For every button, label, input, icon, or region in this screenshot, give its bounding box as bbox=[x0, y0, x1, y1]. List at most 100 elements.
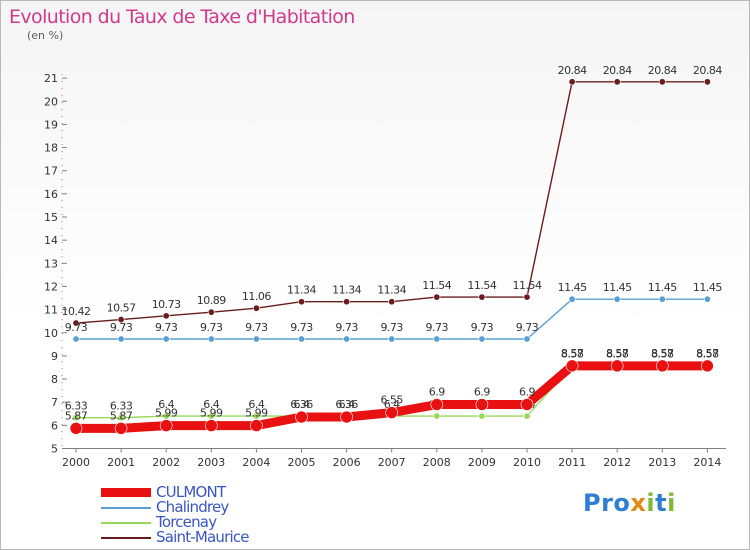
data-point-chalindrey bbox=[703, 295, 711, 303]
y-tick-label: 5 bbox=[51, 443, 58, 456]
data-label-saint-maurice: 10.89 bbox=[197, 294, 226, 307]
data-label-culmont: 8.57 bbox=[651, 347, 674, 360]
y-tick-label: 20 bbox=[44, 95, 58, 108]
data-label-torcenay: 6.33 bbox=[110, 400, 133, 413]
data-point-saint-maurice bbox=[72, 319, 80, 327]
y-tick-label: 15 bbox=[44, 211, 58, 224]
x-tick-label: 2007 bbox=[378, 456, 406, 469]
data-label-saint-maurice: 11.54 bbox=[513, 279, 542, 292]
data-label-culmont: 8.57 bbox=[696, 347, 719, 360]
y-tick-label: 11 bbox=[44, 304, 58, 317]
data-point-chalindrey bbox=[117, 335, 125, 343]
data-point-culmont bbox=[475, 398, 489, 411]
data-label-chalindrey: 9.73 bbox=[110, 321, 133, 334]
data-point-culmont bbox=[610, 359, 624, 373]
chart-title: Evolution du Taux de Taxe d'Habitation bbox=[9, 6, 355, 28]
data-label-torcenay: 8.58 bbox=[651, 348, 674, 361]
data-point-chalindrey bbox=[478, 335, 486, 343]
data-label-saint-maurice: 20.84 bbox=[558, 64, 587, 77]
y-tick-label: 7 bbox=[51, 396, 58, 409]
y-axis-unit: (en %) bbox=[27, 29, 64, 42]
data-label-culmont: 5.99 bbox=[200, 407, 223, 420]
data-label-saint-maurice: 11.34 bbox=[377, 284, 406, 297]
data-label-saint-maurice: 10.42 bbox=[62, 305, 91, 318]
data-label-saint-maurice: 11.34 bbox=[332, 284, 361, 297]
y-tick-label: 8 bbox=[51, 373, 58, 386]
data-label-saint-maurice: 20.84 bbox=[603, 64, 632, 77]
y-tick-label: 19 bbox=[44, 118, 58, 131]
x-tick-label: 2012 bbox=[603, 456, 631, 469]
data-point-saint-maurice bbox=[478, 293, 486, 301]
data-label-chalindrey: 9.73 bbox=[471, 321, 494, 334]
data-point-chalindrey bbox=[343, 335, 351, 343]
data-label-culmont: 5.87 bbox=[65, 409, 88, 422]
legend-swatch bbox=[101, 537, 151, 539]
data-point-chalindrey bbox=[568, 295, 576, 303]
x-tick-label: 2000 bbox=[62, 456, 90, 469]
x-tick-label: 2006 bbox=[333, 456, 361, 469]
x-tick-label: 2013 bbox=[648, 456, 676, 469]
data-point-saint-maurice bbox=[207, 308, 215, 316]
y-tick-label: 9 bbox=[51, 350, 58, 363]
data-label-torcenay: 8.58 bbox=[606, 348, 629, 361]
data-label-torcenay: 8.58 bbox=[561, 348, 584, 361]
data-label-saint-maurice: 20.84 bbox=[693, 64, 722, 77]
data-label-saint-maurice: 11.06 bbox=[242, 290, 271, 303]
y-tick-label: 10 bbox=[44, 327, 58, 340]
data-point-culmont bbox=[430, 398, 444, 411]
data-label-chalindrey: 9.73 bbox=[155, 321, 178, 334]
data-label-saint-maurice: 20.84 bbox=[648, 64, 677, 77]
data-point-saint-maurice bbox=[252, 304, 260, 312]
data-point-torcenay bbox=[523, 412, 531, 420]
legend-label: Torcenay bbox=[156, 513, 217, 531]
data-label-torcenay: 6.4 bbox=[158, 398, 174, 411]
data-label-saint-maurice: 10.57 bbox=[107, 302, 136, 315]
legend-swatch bbox=[101, 522, 151, 524]
data-point-culmont bbox=[250, 419, 263, 432]
data-label-culmont: 5.99 bbox=[155, 407, 178, 420]
data-point-saint-maurice bbox=[343, 298, 351, 306]
data-point-culmont bbox=[655, 359, 669, 373]
data-point-chalindrey bbox=[297, 335, 305, 343]
data-label-torcenay: 6.4 bbox=[248, 398, 264, 411]
data-point-culmont bbox=[701, 359, 714, 373]
x-tick-label: 2005 bbox=[288, 456, 316, 469]
data-label-culmont: 6.36 bbox=[335, 398, 358, 411]
x-tick-label: 2011 bbox=[558, 456, 586, 469]
data-label-culmont: 8.57 bbox=[561, 347, 584, 360]
data-label-chalindrey: 9.73 bbox=[335, 321, 358, 334]
data-label-culmont: 6.55 bbox=[380, 394, 403, 407]
data-point-chalindrey bbox=[252, 335, 260, 343]
data-point-culmont bbox=[295, 410, 308, 424]
data-label-chalindrey: 11.45 bbox=[558, 281, 587, 294]
data-point-chalindrey bbox=[72, 335, 80, 343]
data-label-chalindrey: 11.45 bbox=[603, 281, 632, 294]
data-point-saint-maurice bbox=[433, 293, 441, 301]
y-tick-label: 12 bbox=[44, 280, 58, 293]
data-label-culmont: 5.87 bbox=[110, 409, 133, 422]
x-tick-label: 2001 bbox=[107, 456, 135, 469]
y-tick-label: 18 bbox=[44, 142, 58, 155]
data-label-culmont: 6.9 bbox=[429, 386, 445, 399]
data-point-saint-maurice bbox=[297, 298, 305, 306]
data-label-torcenay: 6.33 bbox=[65, 400, 88, 413]
x-tick-label: 2010 bbox=[513, 456, 541, 469]
data-label-chalindrey: 11.45 bbox=[648, 281, 677, 294]
data-point-saint-maurice bbox=[162, 312, 170, 320]
data-label-culmont: 5.99 bbox=[245, 407, 268, 420]
x-tick-label: 2004 bbox=[242, 456, 270, 469]
data-point-torcenay bbox=[72, 414, 80, 422]
data-point-saint-maurice bbox=[388, 298, 396, 306]
data-label-chalindrey: 9.73 bbox=[380, 321, 403, 334]
data-point-chalindrey bbox=[658, 295, 666, 303]
data-label-chalindrey: 9.73 bbox=[516, 321, 539, 334]
data-point-chalindrey bbox=[162, 335, 170, 343]
legend-label: Saint-Maurice bbox=[156, 528, 250, 546]
data-point-chalindrey bbox=[388, 335, 396, 343]
x-tick-label: 2008 bbox=[423, 456, 451, 469]
data-point-chalindrey bbox=[433, 335, 441, 343]
legend-swatch bbox=[101, 507, 151, 509]
data-point-culmont bbox=[159, 419, 173, 432]
